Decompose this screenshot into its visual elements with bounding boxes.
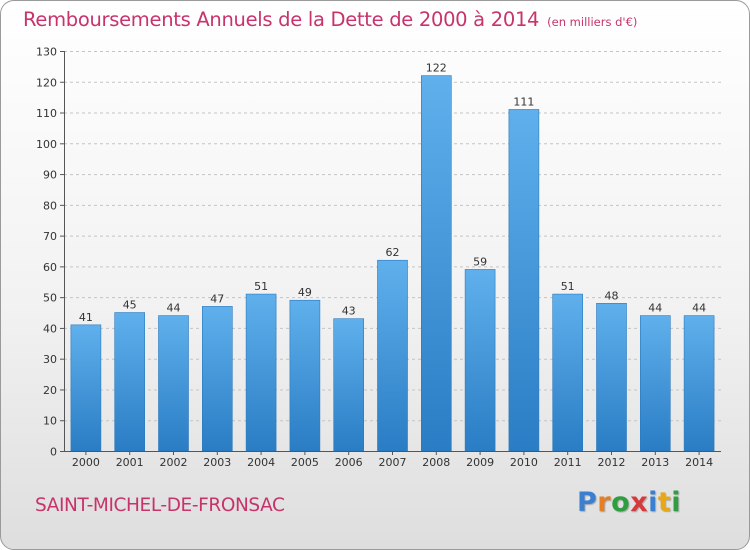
x-tick-label: 2007 xyxy=(379,456,407,469)
bar-value-label: 44 xyxy=(692,302,706,315)
y-tick-label: 60 xyxy=(43,261,57,274)
bar-value-label: 44 xyxy=(167,302,181,315)
x-tick-label: 2004 xyxy=(247,456,275,469)
bar xyxy=(420,75,452,452)
x-tick-label: 2005 xyxy=(291,456,319,469)
x-tick-label: 2009 xyxy=(466,456,494,469)
y-tick-label: 120 xyxy=(36,76,57,89)
title-text: Remboursements Annuels de la Dette de 20… xyxy=(23,8,540,31)
logo-letter: r xyxy=(597,487,612,518)
bar xyxy=(245,293,277,452)
bar-value-label: 122 xyxy=(426,62,447,75)
bar-value-label: 49 xyxy=(298,286,312,299)
bar xyxy=(552,293,584,452)
bar-value-label: 43 xyxy=(342,305,356,318)
bar xyxy=(508,109,540,452)
bars: 41 45 44 47 51 49 43 62 122 59 111 51 48 44 44 xyxy=(70,62,715,452)
bar-value-label: 45 xyxy=(123,299,137,312)
x-tick-label: 2013 xyxy=(641,456,669,469)
bar xyxy=(377,259,408,452)
logo-letter: P xyxy=(577,487,598,518)
y-tick-label: 40 xyxy=(43,322,57,335)
x-tick-label: 2000 xyxy=(72,456,100,469)
x-tick-label: 2010 xyxy=(510,456,538,469)
bar-value-label: 111 xyxy=(513,95,534,108)
bar-value-label: 41 xyxy=(79,311,93,324)
logo-letter: t xyxy=(657,487,672,518)
bar-value-label: 47 xyxy=(210,292,224,305)
bar xyxy=(114,312,145,452)
chart-title: Remboursements Annuels de la Dette de 20… xyxy=(23,8,637,31)
y-tick-label: 30 xyxy=(43,353,57,366)
x-tick-label: 2003 xyxy=(203,456,231,469)
bar xyxy=(683,315,715,452)
x-tick-label: 2011 xyxy=(554,456,582,469)
logo-letter: i xyxy=(648,487,658,518)
y-tick-label: 10 xyxy=(43,415,57,428)
logo-letter: o xyxy=(611,487,631,518)
x-tick-label: 2002 xyxy=(160,456,188,469)
y-tick-label: 50 xyxy=(43,292,57,305)
bar xyxy=(639,315,671,452)
y-tick-label: 90 xyxy=(43,169,57,182)
bar xyxy=(158,315,189,452)
chart-subtitle: (en milliers d'€) xyxy=(547,15,638,29)
bar xyxy=(70,324,102,452)
y-tick-label: 80 xyxy=(43,199,57,212)
bar xyxy=(596,303,627,452)
bar-value-label: 48 xyxy=(605,289,619,302)
x-axis: 2000 2001 2002 2003 2004 2005 2006 2007 2008 2009… xyxy=(64,451,721,469)
bar xyxy=(202,306,233,452)
proxiti-logo: Proxiti xyxy=(577,487,681,518)
bar-value-label: 44 xyxy=(648,302,662,315)
bar-value-label: 59 xyxy=(473,255,487,268)
y-tick-label: 130 xyxy=(36,46,57,59)
y-tick-label: 0 xyxy=(50,446,57,459)
commune-name: SAINT-MICHEL-DE-FRONSAC xyxy=(35,495,285,516)
bar-value-label: 51 xyxy=(561,280,575,293)
bar-value-label: 51 xyxy=(254,280,268,293)
x-tick-label: 2012 xyxy=(598,456,626,469)
bar xyxy=(289,299,321,452)
x-tick-label: 2014 xyxy=(685,456,713,469)
logo-letter: i xyxy=(671,487,682,518)
bar-value-label: 62 xyxy=(386,246,400,259)
y-tick-label: 100 xyxy=(36,138,57,151)
y-tick-label: 70 xyxy=(43,230,57,243)
x-tick-label: 2001 xyxy=(116,456,144,469)
logo-letter: x xyxy=(630,487,649,518)
bar xyxy=(464,269,496,452)
x-tick-label: 2006 xyxy=(335,456,363,469)
bar xyxy=(333,318,365,452)
x-tick-label: 2008 xyxy=(422,456,450,469)
y-tick-label: 110 xyxy=(36,107,57,120)
y-tick-label: 20 xyxy=(43,384,57,397)
y-axis: 0 10 20 30 40 50 60 70 80 90 100 110 120 130 xyxy=(36,46,65,459)
